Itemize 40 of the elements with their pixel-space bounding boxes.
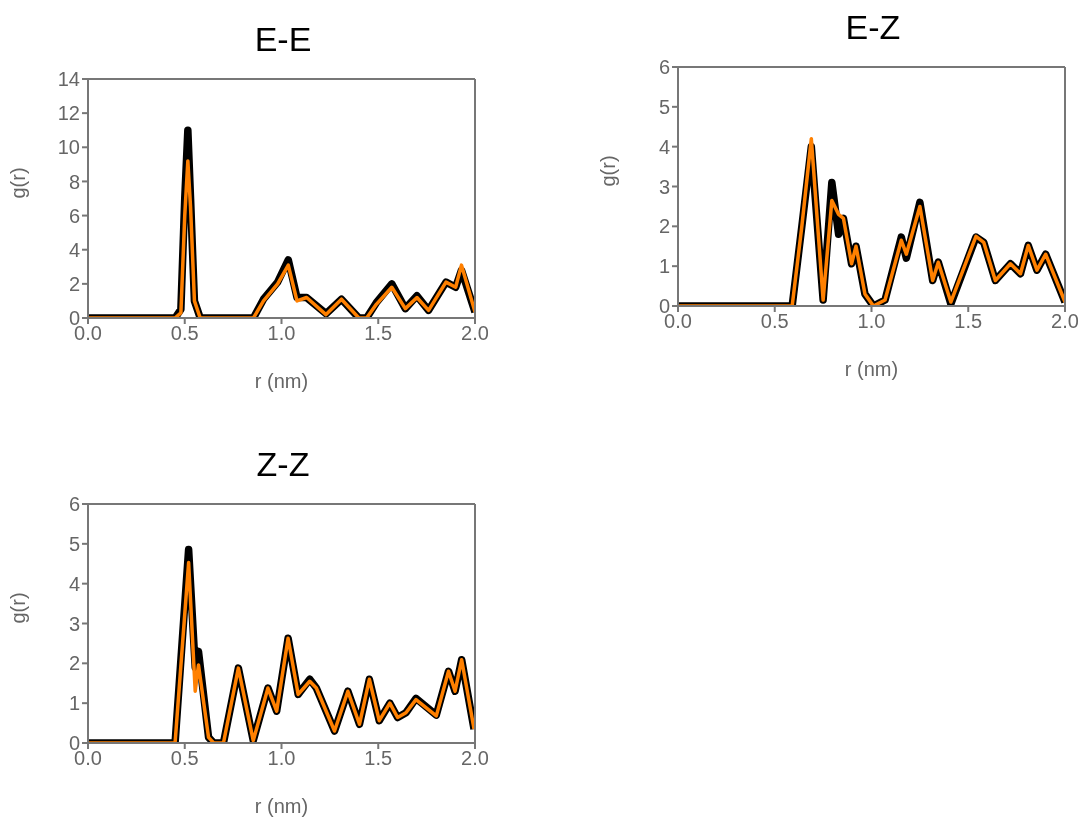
y-tick-label: 12 <box>57 102 80 125</box>
y-tick-label: 4 <box>658 135 670 158</box>
y-tick-label: 4 <box>68 572 80 595</box>
x-tick-label: 1.0 <box>267 322 296 345</box>
x-tick-label: 1.5 <box>364 747 393 770</box>
x-tick-label: 1.5 <box>364 322 393 345</box>
y-axis-title: g(r) <box>7 167 30 199</box>
chart-title: Z-Z <box>255 445 311 485</box>
y-tick-label: 3 <box>658 175 670 198</box>
chart-title: E-Z <box>844 8 902 48</box>
x-tick-label: 2.0 <box>1051 310 1079 333</box>
y-tick-label: 2 <box>68 652 80 675</box>
x-axis-title: r (nm) <box>844 358 899 380</box>
y-tick-label: 5 <box>68 532 80 555</box>
x-axis-title: r (nm) <box>254 795 309 817</box>
chart-title: E-E <box>253 20 313 60</box>
x-tick-label: 1.0 <box>267 747 296 770</box>
x-tick-label: 2.0 <box>461 322 489 345</box>
x-tick-label: 1.5 <box>954 310 983 333</box>
y-tick-label: 2 <box>68 272 80 295</box>
y-tick-label: 8 <box>68 170 80 193</box>
y-tick-label: 1 <box>658 255 670 278</box>
y-tick-label: 6 <box>658 56 670 79</box>
y-tick-label: 6 <box>68 204 80 227</box>
x-tick-label: 1.0 <box>857 310 886 333</box>
x-tick-label: 0.5 <box>170 747 199 770</box>
y-tick-label: 2 <box>658 215 670 238</box>
y-tick-label: 3 <box>68 612 80 635</box>
x-axis-title: r (nm) <box>254 370 309 392</box>
y-tick-label: 6 <box>68 493 80 516</box>
y-tick-label: 4 <box>68 238 80 261</box>
y-axis-title: g(r) <box>597 155 620 187</box>
y-tick-label: 14 <box>57 68 80 91</box>
x-tick-label: 2.0 <box>461 747 489 770</box>
y-tick-label: 10 <box>57 136 80 159</box>
y-axis-title: g(r) <box>7 592 30 624</box>
x-tick-label: 0.5 <box>170 322 199 345</box>
y-tick-label: 5 <box>658 95 670 118</box>
y-tick-label: 1 <box>68 692 80 715</box>
x-tick-label: 0.5 <box>760 310 789 333</box>
